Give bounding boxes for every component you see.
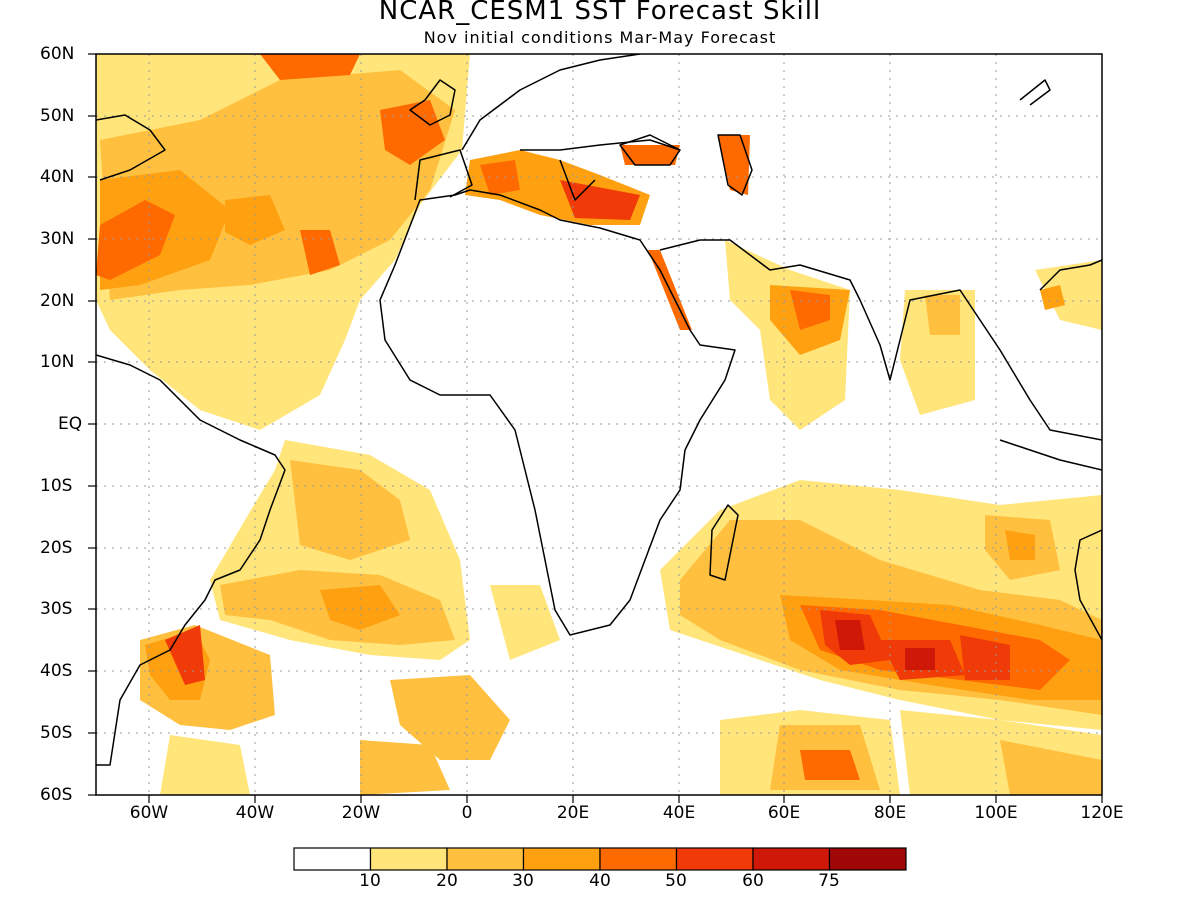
colorbar-label: 50 [665,871,687,891]
graticule [96,54,1102,795]
skill-shading [96,54,1102,795]
skill-region-south-atlantic [320,585,400,630]
coastline-indonesia [999,439,1102,471]
lat-label: EQ [58,414,83,434]
coastline-south-america [96,354,286,766]
lat-label: 60N [40,44,75,64]
map-subtitle: Nov initial conditions Mar-May Forecast [423,28,777,47]
skill-region-south-indian [835,620,865,650]
skill-region-north-atlantic [260,54,360,80]
skill-region-south-atlantic [490,585,560,660]
coastline-europe [461,54,681,201]
skill-region-south-indian [905,648,935,670]
skill-region-north-atlantic [300,230,340,275]
lat-label: 60S [40,785,73,805]
colorbar-label: 10 [359,871,381,891]
coastline-east-asia [1019,79,1102,291]
colorbar-swatch [675,847,754,871]
lat-label: 40S [40,661,73,681]
skill-region-south-indian [1005,530,1035,560]
colorbar-swatch [293,847,372,871]
lat-label: 20S [40,538,73,558]
lon-label: 120E [1080,803,1124,823]
colorbar-swatch [828,847,907,871]
lat-label: 10N [40,352,75,372]
coastline-british-isles [409,79,456,126]
skill-region-southern-ocean [1000,740,1102,795]
coastline-arabia-india [659,239,1102,441]
coastlines [96,54,1102,766]
skill-region-south-atlantic [165,625,205,685]
lon-label: 60W [129,803,169,823]
skill-region-north-atlantic [96,200,175,280]
colorbar-swatch [369,847,448,871]
lon-label: 40W [235,803,275,823]
skill-region-mediterranean [718,135,750,195]
lon-label: 100E [974,803,1018,823]
coastline-iberia [414,149,473,201]
skill-region-north-atlantic [380,100,445,165]
coastline-north-america [96,114,166,181]
colorbar-label: 60 [742,871,764,891]
colorbar-swatch [522,847,601,871]
skill-region-north-atlantic [225,195,285,245]
skill-region-mediterranean [480,160,520,195]
skill-region-south-atlantic [390,675,510,760]
lon-label: 60E [767,803,801,823]
axis-ticks [88,53,1103,803]
lat-label: 30N [40,229,75,249]
lon-label: 40E [662,803,696,823]
lat-label: 50N [40,106,75,126]
skill-region-south-atlantic [160,735,250,795]
lon-label: 80E [873,803,907,823]
colorbar [293,847,907,871]
lat-label: 50S [40,723,73,743]
colorbar-swatch [446,847,525,871]
coastline-africa [379,189,736,636]
skill-region-arabian-sea [790,290,830,330]
map-title: NCAR_CESM1 SST Forecast Skill [378,0,822,26]
coastline-black-sea [619,134,681,166]
coastline-caspian [717,134,753,196]
lat-label: 30S [40,599,73,619]
coastline-australia [1074,529,1102,641]
colorbar-label: 40 [589,871,611,891]
lat-label: 20N [40,291,75,311]
lon-label: 0 [461,803,473,823]
lat-label: 40N [40,167,75,187]
colorbar-label: 20 [436,871,458,891]
skill-region-southern-ocean [800,750,860,780]
lat-label: 10S [40,476,73,496]
colorbar-swatch [752,847,831,871]
skill-region-south-indian [960,635,1010,680]
skill-region-south-china-sea [1040,285,1065,310]
skill-region-bay-of-bengal [925,295,960,335]
colorbar-label: 30 [512,871,534,891]
skill-region-south-atlantic [290,460,410,560]
lon-label: 20E [556,803,590,823]
skill-region-mediterranean [620,145,680,165]
colorbar-label: 75 [818,871,840,891]
colorbar-swatch [599,847,678,871]
lon-label: 20W [341,803,381,823]
skill-region-mediterranean [560,180,640,220]
skill-region-south-atlantic [360,740,450,795]
coastline-madagascar [709,504,739,581]
